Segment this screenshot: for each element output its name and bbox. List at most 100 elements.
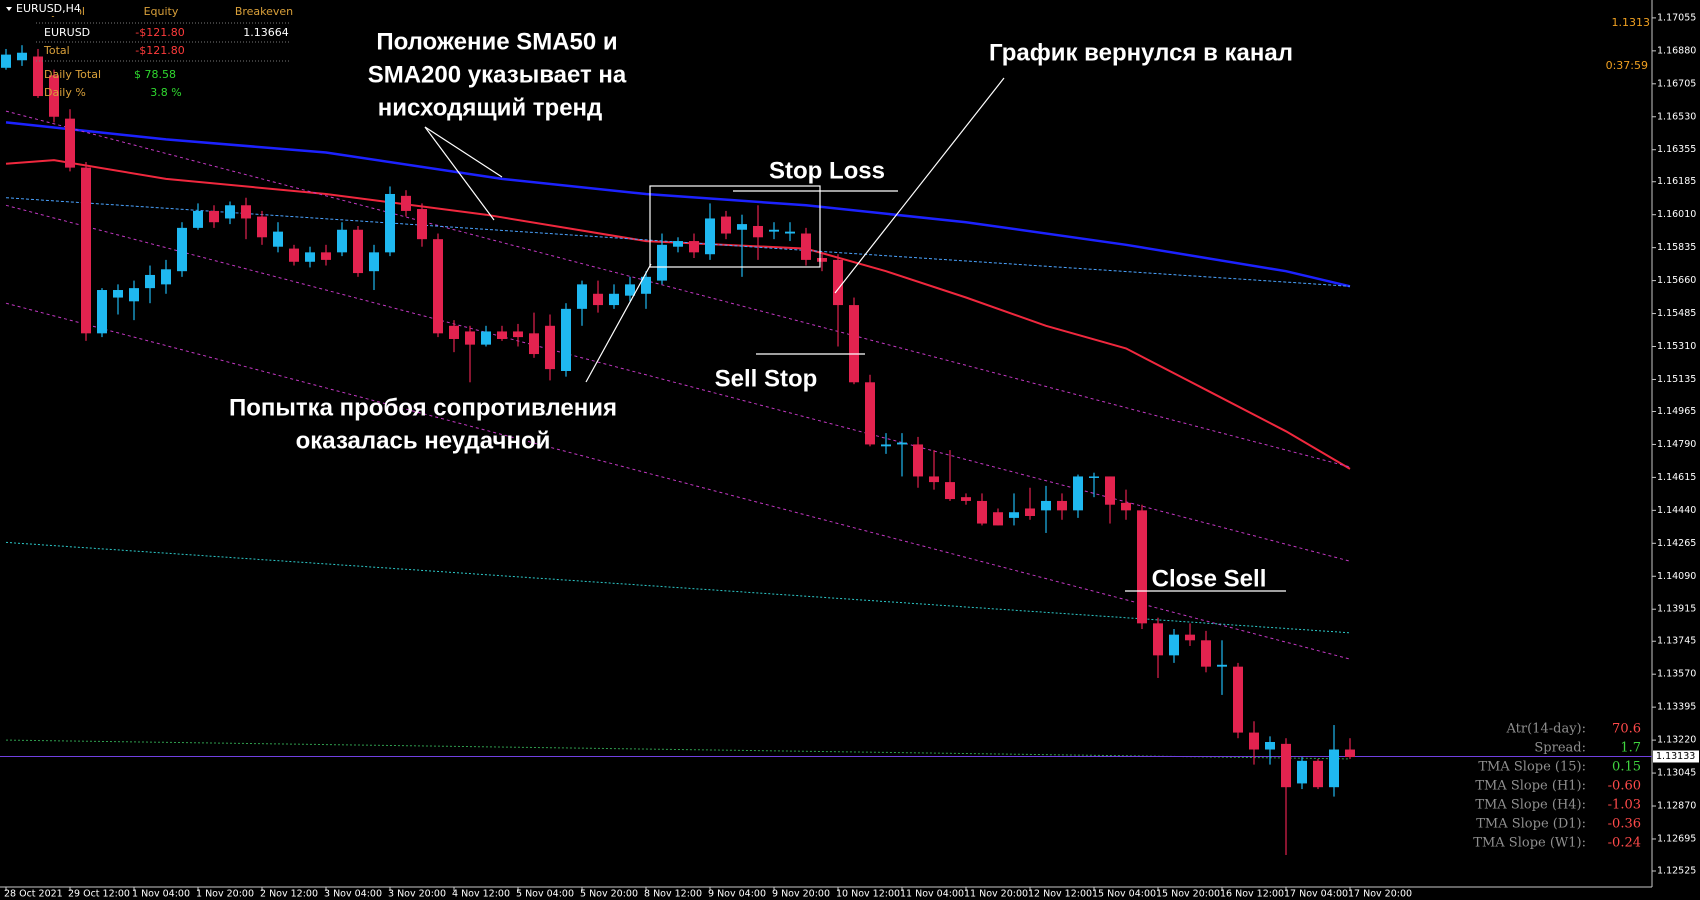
x-tick-label: 15 Nov 20:00 [1156,889,1220,900]
candle-body [545,325,555,370]
current-price: 1.1313 [1612,16,1651,29]
candle-body [145,274,155,289]
candle-body [1105,476,1115,505]
candle-body [129,288,139,302]
x-tick-label: 9 Nov 04:00 [708,889,766,900]
candle-body [577,284,587,309]
y-tick-label: 1.16010 [1657,209,1696,220]
x-tick-label: 29 Oct 12:00 [68,889,130,900]
y-tick-label: 1.16530 [1657,111,1696,122]
candle-body [33,56,43,97]
candle-body [961,497,971,501]
candle-body [97,290,107,334]
y-tick-label: 1.16880 [1657,45,1696,56]
y-tick-label: 1.14090 [1657,571,1696,582]
candle-body [833,259,843,306]
bid-label-box [1653,750,1699,763]
symbol-label[interactable]: EURUSD,H4 [16,2,81,15]
indicator-value: 1.7 [1620,741,1641,756]
symbol-box [2,2,80,16]
y-tick-label: 1.12525 [1657,865,1696,876]
x-tick-label: 11 Nov 20:00 [964,889,1028,900]
x-tick-label: 1 Nov 20:00 [196,889,254,900]
candle-body [1009,512,1019,518]
table-cell: 1.13664 [243,26,289,39]
table-cell: EURUSD [44,26,90,39]
candle-body [417,209,427,240]
annotation-text: Stop Loss [769,157,885,184]
arrow-line [424,126,503,178]
indicator-value: -0.60 [1608,779,1641,794]
annotation-shapes [424,77,1286,592]
x-tick-label: 12 Nov 12:00 [1028,889,1092,900]
y-tick-label: 1.13745 [1657,636,1696,647]
candle-body [481,331,491,345]
indicator-value: 70.6 [1612,722,1641,737]
candle-body [689,241,699,253]
candle-body [81,167,91,334]
candle-body [945,482,955,500]
indicator-label: Spread: [1534,741,1586,756]
dropdown-icon[interactable] [6,7,12,11]
indicator-line [5,159,1351,470]
candle-body [529,333,539,355]
candle-body [1073,476,1083,511]
candle-body [737,224,747,230]
candle-body [1217,664,1227,667]
x-tick-label: 4 Nov 12:00 [452,889,510,900]
indicator-line [5,110,1351,468]
candle-body [241,205,251,219]
candle-body [289,248,299,262]
candle-body [497,331,507,339]
candle-body [1249,732,1259,750]
x-tick-label: 5 Nov 04:00 [516,889,574,900]
candle-body [1041,500,1051,511]
bid-label: 1.13133 [1656,751,1695,762]
candle-body [305,252,315,262]
x-tick-label: 11 Nov 04:00 [900,889,964,900]
candle-body [1,54,11,68]
indicator-label: TMA Slope (W1): [1473,836,1586,851]
indicator-value: -0.24 [1608,836,1641,851]
candle-body [513,331,523,338]
x-tick-label: 5 Nov 20:00 [580,889,638,900]
candle-body [337,229,347,253]
candle-body [1025,508,1035,517]
candle-body [1089,476,1099,478]
candle-body [1185,634,1195,641]
table-cell: -$121.80 [135,44,184,57]
indicator-label: TMA Slope (D1): [1476,817,1586,832]
indicator-panel: Atr(14-day): 70.6 Spread: 1.7 TMA Slope (15)… [1473,722,1641,851]
candle-body [225,205,235,219]
y-tick-label: 1.16355 [1657,144,1696,155]
indicator-label: TMA Slope (H4): [1475,798,1586,813]
candle-body [561,308,571,371]
x-tick-label: 2 Nov 12:00 [260,889,318,900]
y-tick-label: 1.12695 [1657,833,1696,844]
x-tick-label: 17 Nov 04:00 [1284,889,1348,900]
candle-body [817,258,827,262]
candle-body [1169,634,1179,656]
candle-body [161,269,171,285]
indicator-label: Atr(14-day): [1506,722,1586,737]
annotation-text: нисходящий тренд [378,94,603,121]
bar-timer: 0:37:59 [1606,59,1648,72]
y-tick-label: 1.17055 [1657,12,1696,23]
candle-body [881,444,891,447]
candle-body [929,476,939,483]
y-tick-label: 1.15835 [1657,242,1696,253]
candle-body [1057,500,1067,511]
candle-body [593,293,603,306]
candle-body [465,331,475,345]
candle-body [705,218,715,255]
indicator-line [5,541,1351,634]
candle-body [257,216,267,238]
y-tick-label: 1.15135 [1657,374,1696,385]
candle-body [977,500,987,524]
candle-body [993,512,1003,526]
candle-body [193,210,203,228]
y-tick-label: 1.13915 [1657,604,1696,615]
